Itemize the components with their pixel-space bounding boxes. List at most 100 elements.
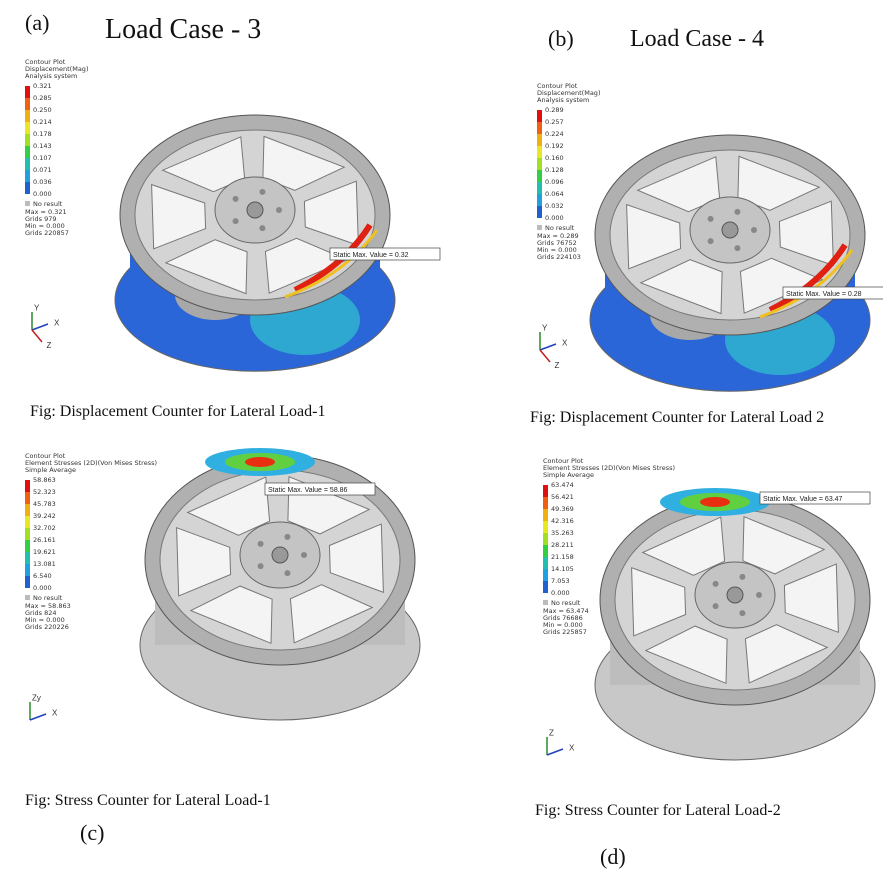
legend-swatch (543, 545, 548, 557)
axis-label: Zy (32, 694, 41, 703)
axis-label: Z (549, 729, 554, 738)
panel: (c)Static Max. Value = 58.86Contour Plot… (25, 448, 420, 845)
legend-swatch (537, 225, 542, 230)
legend-swatch (25, 480, 30, 492)
annotation: Static Max. Value = 0.28 (783, 287, 883, 299)
lug-hole (734, 209, 740, 215)
legend-swatch (537, 122, 542, 134)
legend-level: 0.285 (33, 94, 52, 102)
lug-hole (713, 581, 719, 587)
axis-triad: Y X Z (540, 324, 568, 371)
panel: (b)Load Case - 4Static Max. Value = 0.28… (530, 26, 883, 426)
panel-tag: (b) (548, 26, 574, 51)
legend-level: 0.192 (545, 142, 564, 150)
lug-hole (734, 245, 740, 251)
legend-level: 7.053 (551, 577, 570, 585)
legend-swatch (543, 521, 548, 533)
legend-swatch (543, 533, 548, 545)
legend-header: Analysis system (25, 72, 77, 80)
lug-hole (258, 563, 264, 569)
legend-stat: Grids 225857 (543, 628, 587, 636)
legend-level: 26.161 (33, 536, 56, 544)
axis-label: Y (542, 324, 548, 333)
legend-header: Analysis system (537, 96, 589, 104)
legend-level: 0.214 (33, 118, 52, 126)
wheel-bore (722, 222, 738, 238)
lug-hole (739, 574, 745, 580)
legend-no-result: No result (33, 594, 63, 602)
legend-stat: Grids 220857 (25, 229, 69, 237)
axis-label: Z (47, 341, 52, 350)
legend-swatch (537, 194, 542, 206)
legend-level: 19.621 (33, 548, 56, 556)
annotation-text: Static Max. Value = 63.47 (763, 496, 843, 503)
legend-swatch (543, 569, 548, 581)
axis-label: Y (34, 304, 40, 313)
axis-arrow (547, 749, 563, 755)
legend-level: 0.032 (545, 202, 564, 210)
lug-hole (756, 592, 762, 598)
caption: Fig: Stress Counter for Lateral Load-2 (535, 802, 781, 819)
legend-level: 56.421 (551, 493, 574, 501)
axis-label: Z (555, 361, 560, 370)
lug-hole (708, 238, 714, 244)
annotation: Static Max. Value = 63.47 (760, 492, 870, 504)
legend-level: 63.474 (551, 481, 574, 489)
legend-level: 0.096 (545, 178, 564, 186)
contour-hotspot (245, 457, 275, 467)
legend-level: 45.783 (33, 500, 56, 508)
legend-swatch (25, 595, 30, 600)
legend-level: 0.224 (545, 130, 564, 138)
lug-hole (739, 610, 745, 616)
lug-hole (301, 552, 307, 558)
panel: (a) Load Case - 3 Static Max. Value = 0.32… (25, 10, 440, 420)
legend-swatch (25, 528, 30, 540)
lug-hole (284, 570, 290, 576)
legend-swatch (25, 158, 30, 170)
legend-no-result: No result (33, 200, 63, 208)
wheel-bore (272, 547, 288, 563)
legend-swatch (537, 158, 542, 170)
lug-hole (259, 189, 265, 195)
legend-swatch (25, 146, 30, 158)
legend-swatch (537, 182, 542, 194)
caption: Fig: Stress Counter for Lateral Load-1 (25, 792, 271, 809)
panel-title: Load Case - 3 (105, 14, 261, 45)
legend-swatch (543, 581, 548, 593)
figure-canvas: (a) Load Case - 3 Static Max. Value = 0.32… (0, 0, 883, 869)
legend-level: 58.863 (33, 476, 56, 484)
lug-hole (258, 541, 264, 547)
axis-arrow (30, 714, 46, 720)
panel: (d)Static Max. Value = 63.47Contour Plot… (535, 457, 875, 869)
wheel (115, 115, 395, 371)
legend-no-result: No result (545, 224, 575, 232)
legend-swatch (25, 86, 30, 98)
legend-level: 0.178 (33, 130, 52, 138)
caption: Fig: Displacement Counter for Lateral Lo… (530, 409, 824, 426)
contour-hotspot (700, 497, 730, 507)
lug-hole (751, 227, 757, 233)
legend-level: 0.000 (33, 190, 52, 198)
legend-swatch (537, 146, 542, 158)
axis-arrow (540, 344, 556, 350)
legend-swatch (25, 516, 30, 528)
legend-level: 0.000 (551, 589, 570, 597)
lug-hole (708, 216, 714, 222)
legend-level: 42.316 (551, 517, 574, 525)
legend-swatch (25, 576, 30, 588)
legend-level: 35.263 (551, 529, 574, 537)
wheel (590, 135, 870, 391)
legend-level: 0.128 (545, 166, 564, 174)
axis-triad: ZX (547, 729, 575, 756)
legend-swatch (25, 122, 30, 134)
legend-swatch (537, 206, 542, 218)
annotation-text: Static Max. Value = 58.86 (268, 487, 348, 494)
legend-header: Simple Average (25, 466, 76, 474)
annotation-text: Static Max. Value = 0.32 (333, 252, 409, 259)
panel-tag: (a) (25, 10, 49, 35)
legend-swatch (25, 182, 30, 194)
legend-level: 28.211 (551, 541, 574, 549)
lug-hole (233, 218, 239, 224)
axis-label: X (562, 339, 568, 348)
